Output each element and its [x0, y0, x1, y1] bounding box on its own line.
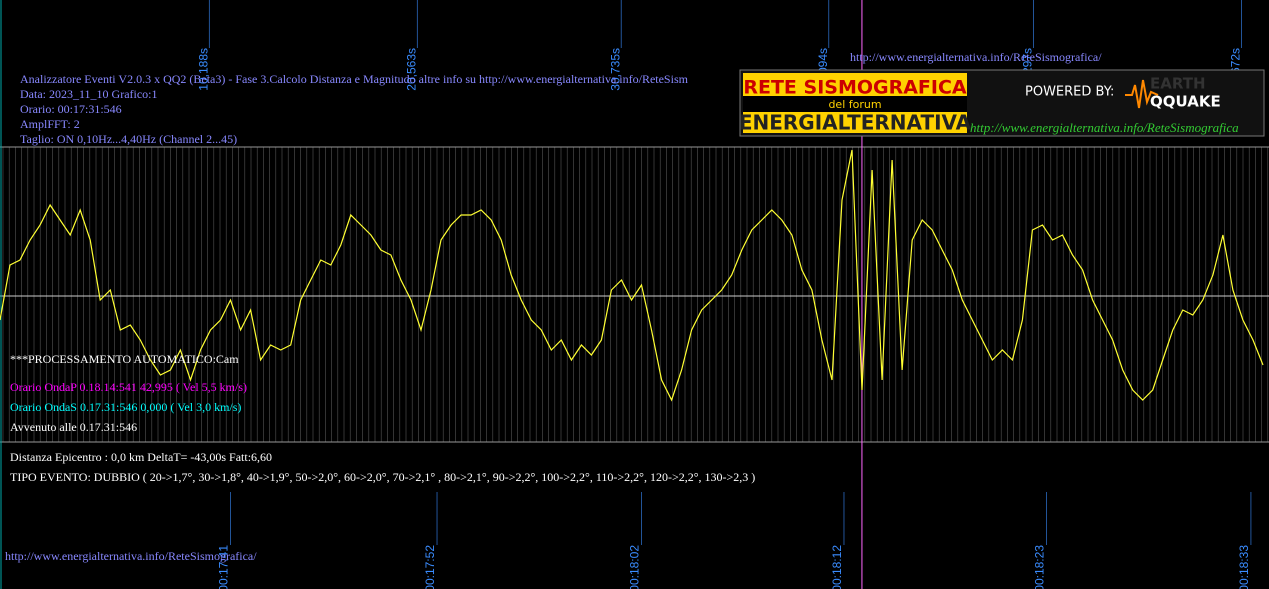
logo-title: ENERGIALTERNATIVA [739, 111, 972, 135]
x2-tick-label: 00:17:52 [423, 545, 437, 589]
x2-tick-label: 00:18:12 [830, 545, 844, 589]
processing: ***PROCESSAMENTO AUTOMATICO:Cam [10, 352, 239, 366]
footer-url: http://www.energialternativa.info/ReteSi… [5, 549, 257, 563]
x-tick-label: 20,563s [404, 48, 418, 91]
onda-s: Orario OndaS 0.17.31:546 0,000 ( Vel 3,0… [10, 400, 241, 414]
x2-tick-label: 00:18:33 [1237, 545, 1251, 589]
logo-powered: POWERED BY: [1025, 85, 1114, 100]
logo-sub: del forum [828, 98, 881, 111]
info-line: AmplFFT: 2 [20, 117, 80, 131]
info-line: Analizzatore Eventi V2.0.3 x QQ2 (Beta3)… [20, 72, 689, 86]
x-tick-label: 10,188s [196, 48, 210, 91]
header-url: http://www.energialternativa.info/ReteSi… [850, 50, 1102, 64]
grid-pattern [2, 147, 1269, 442]
waveform [0, 149, 1264, 402]
x-tick-label: 30,735s [608, 48, 622, 91]
x2-tick-label: 00:18:02 [628, 545, 642, 589]
logo-wave [1125, 79, 1159, 109]
x2-tick-label: 00:17:41 [217, 545, 231, 589]
distanza: Distanza Epicentro : 0,0 km DeltaT= -43,… [10, 450, 272, 464]
logo-earth: EARTH [1150, 75, 1206, 93]
tipo-evento: TIPO EVENTO: DUBBIO ( 20->1,7°, 30->1,8°… [10, 470, 755, 484]
logo-url: http://www.energialternativa.info/ReteSi… [970, 120, 1239, 135]
logo-quake: QQUAKE [1150, 93, 1221, 111]
avvenuto: Avvenuto alle 0.17.31:546 [10, 420, 137, 434]
x2-tick-label: 00:18:23 [1033, 545, 1047, 589]
grid [2, 147, 1269, 442]
logo-band [743, 96, 967, 112]
info-line: Data: 2023_11_10 Grafico:1 [20, 87, 158, 101]
info-line: Taglio: ON 0,10Hz...4,40Hz (Channel 2...… [20, 132, 237, 146]
logo: RETE SISMOGRAFICA del forum ENERGIALTERN… [739, 69, 1265, 137]
info-line: Orario: 00:17:31:546 [20, 102, 122, 116]
logo-title: RETE SISMOGRAFICA [743, 77, 967, 99]
onda-p: Orario OndaP 0.18.14:541 42,995 ( Vel 5,… [10, 380, 247, 394]
